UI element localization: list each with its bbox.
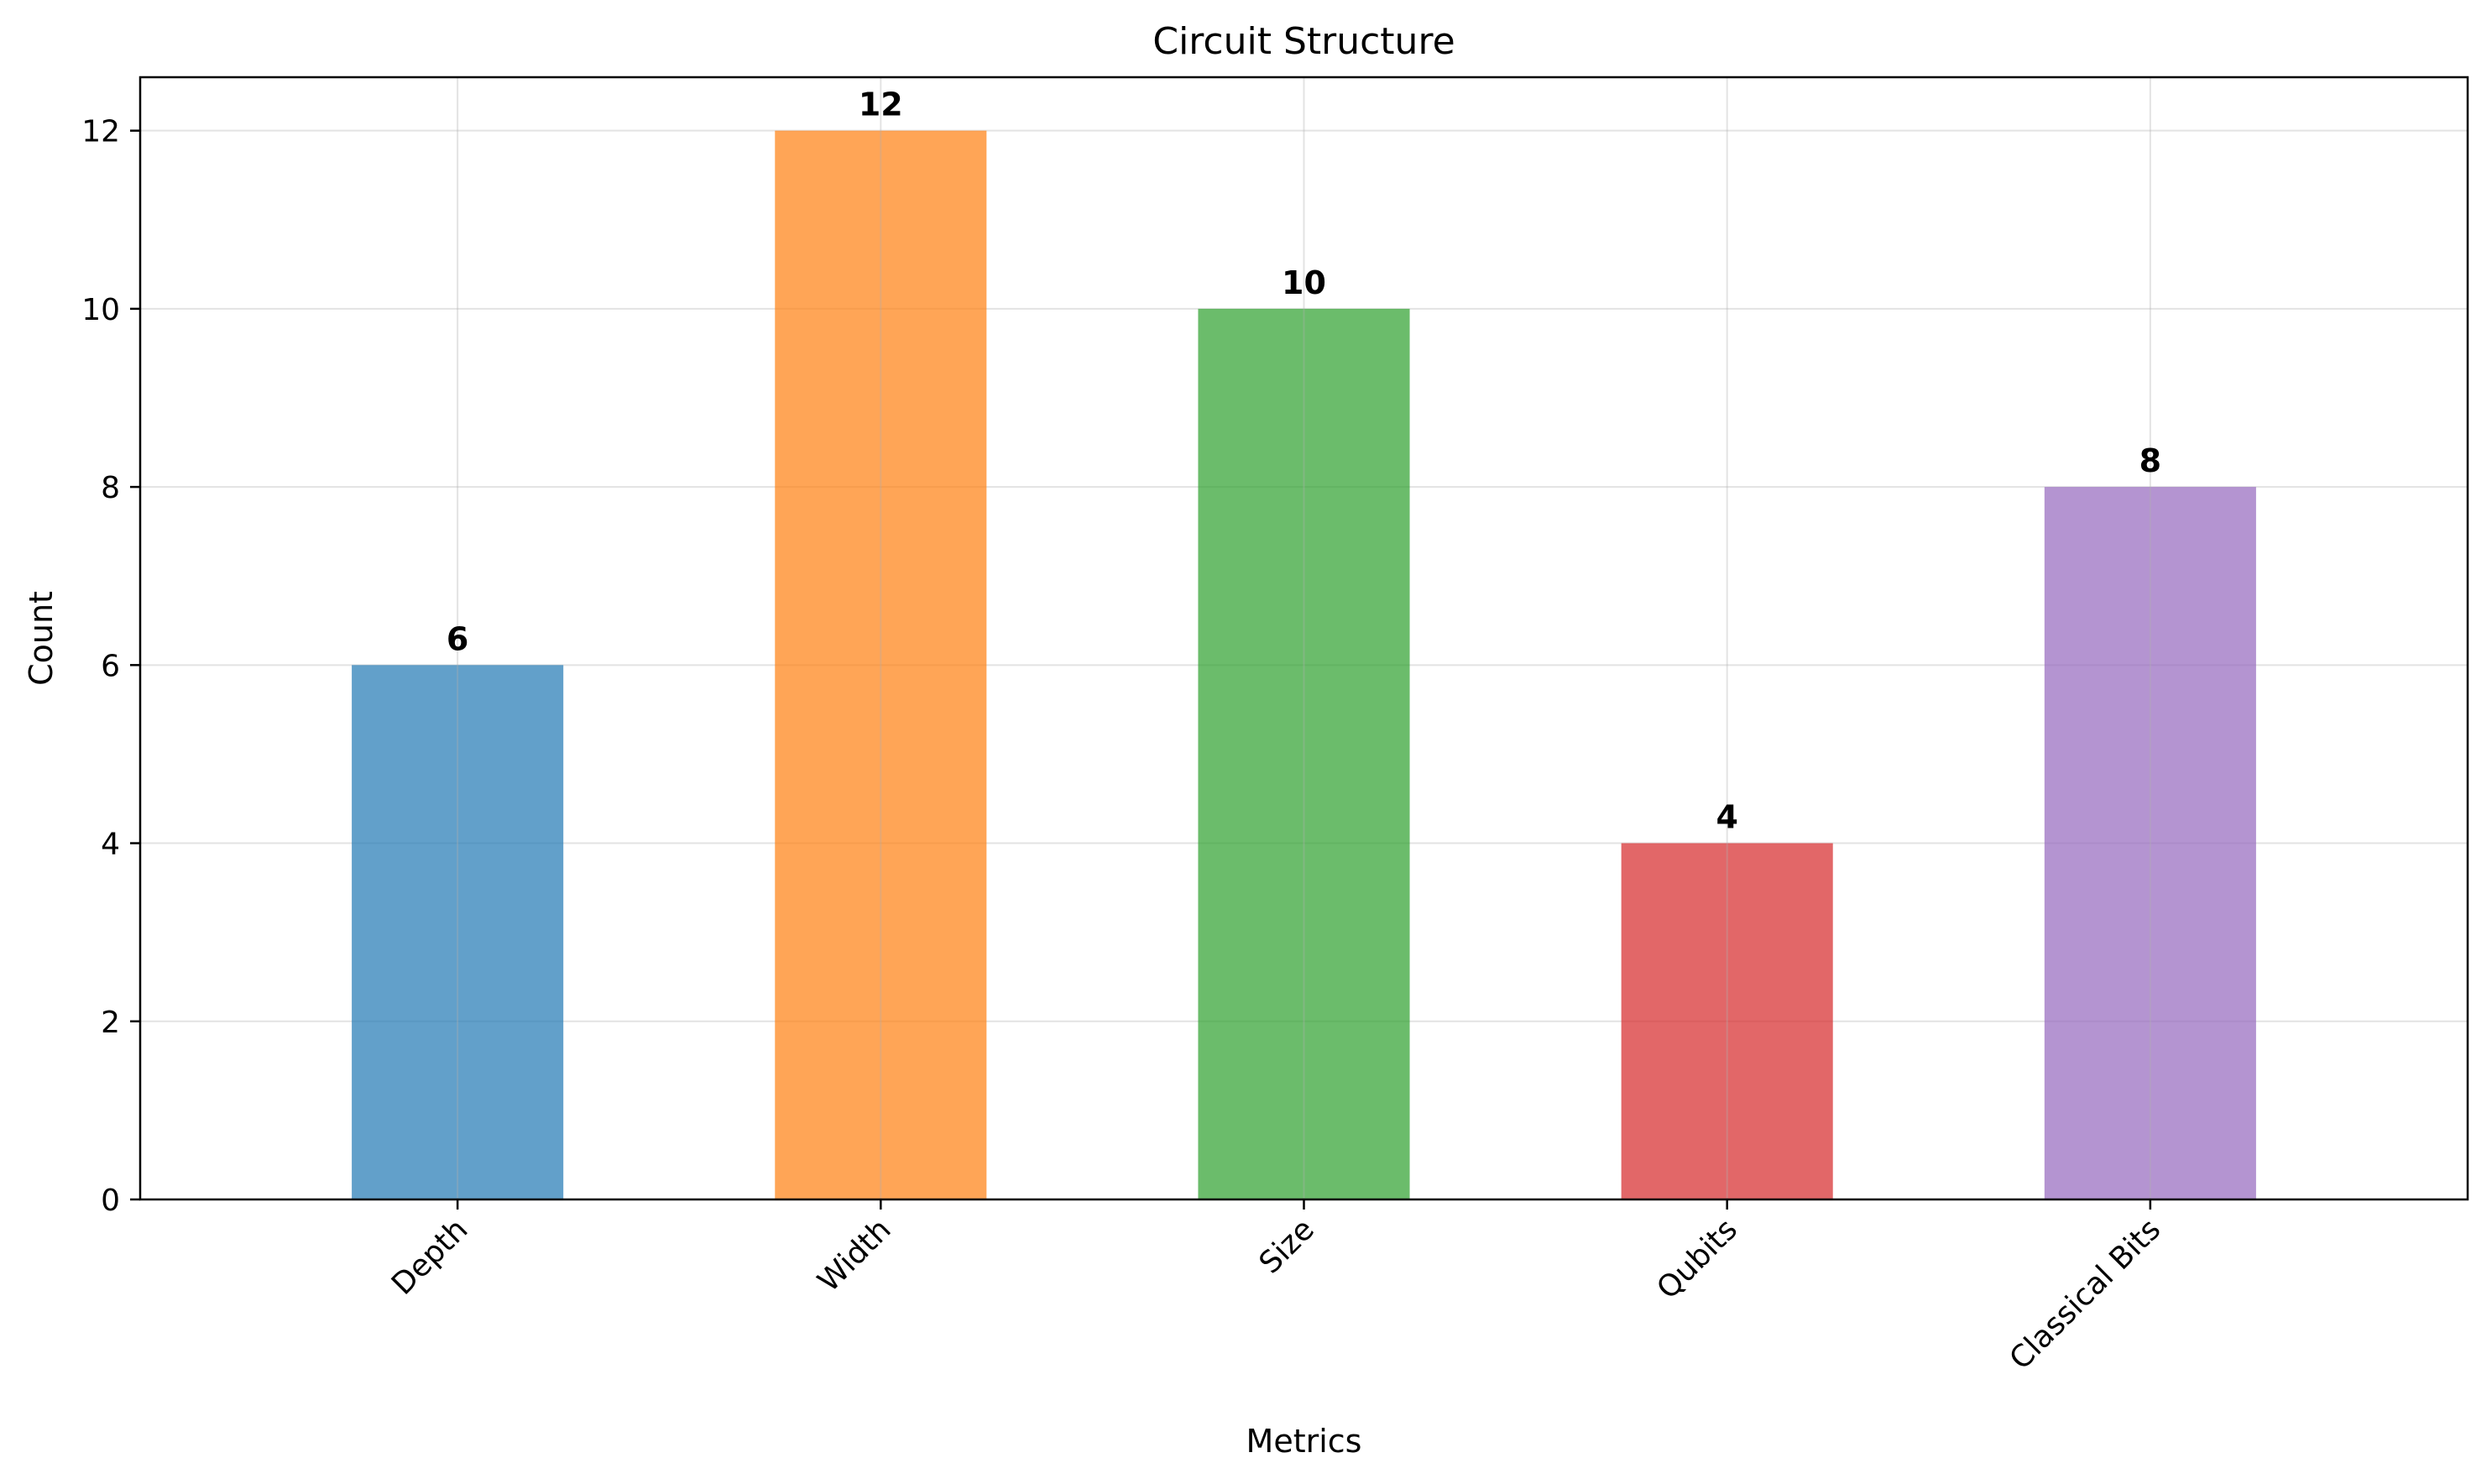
chart-title: Circuit Structure [1152, 20, 1455, 63]
x-tick-label: Size [1253, 1212, 1321, 1280]
bars-layer [352, 130, 2256, 1200]
data-labels-layer: 6 12 10 4 8 [447, 86, 2161, 836]
y-tick-label: 12 [81, 115, 120, 149]
y-tick-label: 8 [101, 471, 120, 505]
bar-size [1198, 308, 1410, 1199]
bar-qubits [1621, 843, 1833, 1199]
bar-value-label: 6 [447, 620, 468, 657]
y-tick-label: 0 [101, 1184, 120, 1218]
grid-vertical-layer [457, 77, 2151, 1199]
x-axis-label: Metrics [1246, 1423, 1362, 1460]
bar-value-label: 8 [2139, 442, 2161, 479]
x-tick-label: Qubits [1650, 1212, 1744, 1306]
x-tick-label: Width [812, 1212, 898, 1298]
y-tick-label: 4 [101, 828, 120, 862]
y-tick-label: 6 [101, 649, 120, 683]
x-tick-label: Depth [385, 1212, 475, 1302]
y-tick-label: 10 [81, 293, 120, 327]
bar-value-label: 12 [859, 86, 903, 123]
y-axis-label: Count [23, 591, 60, 686]
bar-depth [352, 665, 564, 1199]
bar-value-label: 4 [1716, 799, 1737, 836]
bar-value-label: 10 [1282, 264, 1326, 301]
x-tick-label: Classical Bits [2004, 1212, 2168, 1377]
bar-width [775, 130, 987, 1200]
bar-classical-bits [2044, 487, 2256, 1199]
y-tick-label: 2 [101, 1006, 120, 1040]
